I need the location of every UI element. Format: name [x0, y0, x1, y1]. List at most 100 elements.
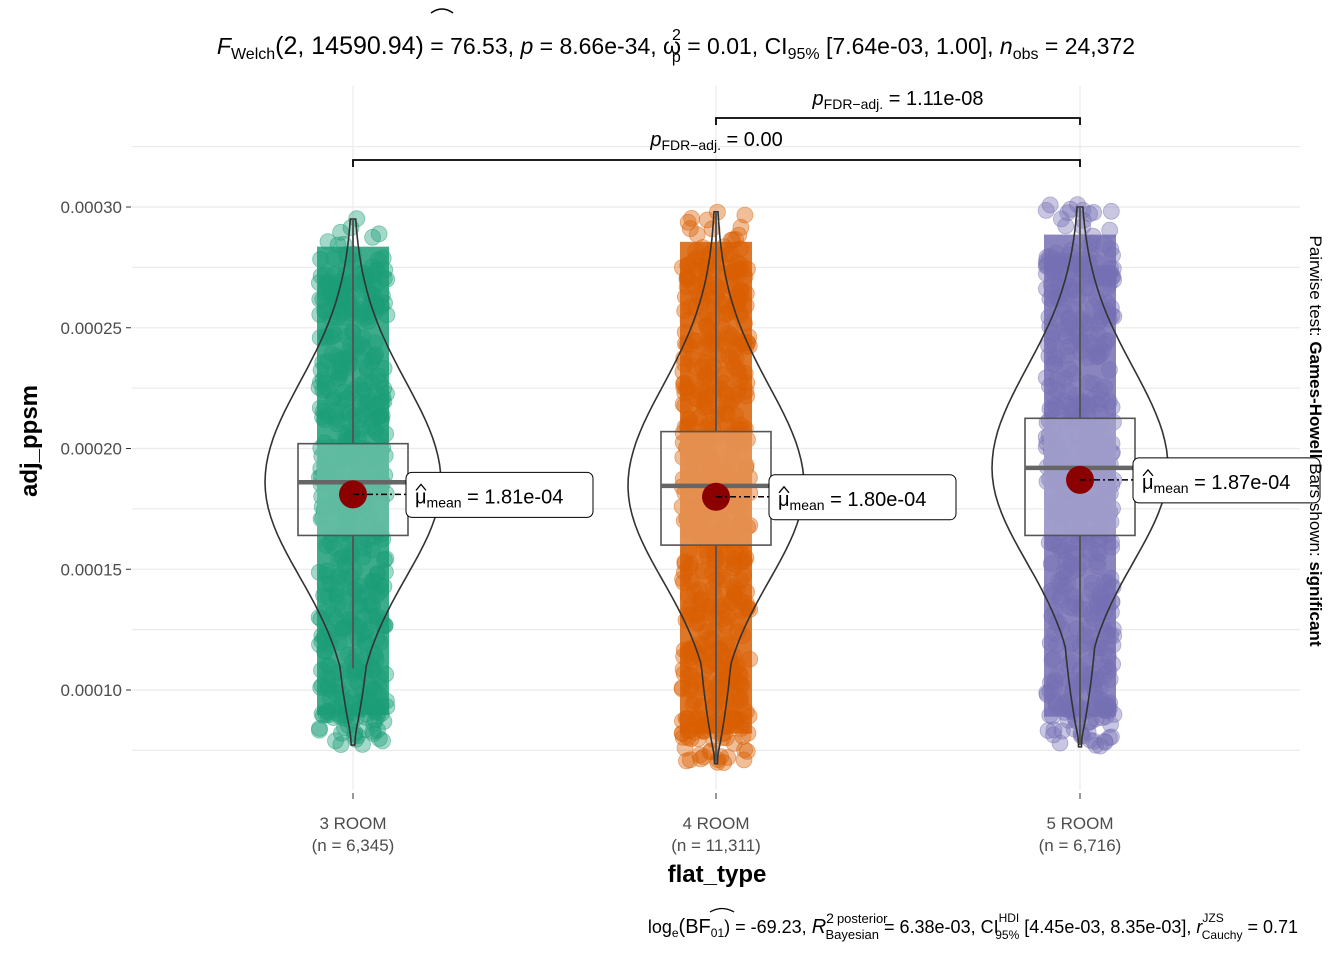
data-point — [705, 331, 723, 349]
data-point — [698, 317, 715, 335]
omega-hat — [430, 8, 454, 14]
data-point — [333, 690, 351, 708]
data-point — [706, 586, 723, 604]
data-point — [313, 705, 331, 723]
data-point — [738, 387, 755, 405]
data-point — [716, 724, 733, 742]
data-point — [361, 418, 379, 436]
mean-label-box — [405, 471, 594, 518]
data-point — [696, 369, 714, 387]
data-point — [310, 378, 328, 396]
data-point — [721, 330, 739, 347]
group-4-room: μmean = 1.80e-04 — [627, 203, 957, 771]
data-point — [311, 305, 329, 323]
data-point — [732, 335, 750, 352]
data-point — [378, 306, 396, 324]
data-point — [349, 673, 367, 691]
data-point — [367, 346, 385, 364]
data-point — [1101, 729, 1118, 747]
data-point — [348, 708, 366, 726]
data-point — [314, 408, 332, 426]
r-hat — [709, 907, 735, 913]
data-point — [733, 602, 751, 620]
pairwise-label: pFDR−adj. = 1.11e-08 — [812, 88, 984, 112]
data-point — [363, 258, 381, 276]
data-point — [1046, 671, 1064, 689]
data-point — [314, 402, 332, 420]
data-point — [1042, 555, 1060, 573]
data-point — [732, 218, 750, 236]
data-point — [1095, 701, 1113, 719]
data-point — [729, 386, 746, 404]
data-point — [726, 263, 744, 281]
data-point — [352, 335, 370, 353]
data-point — [319, 233, 337, 251]
data-point — [679, 645, 697, 663]
data-point — [688, 390, 706, 408]
data-point — [676, 555, 694, 572]
data-point — [1091, 312, 1108, 330]
data-point — [325, 249, 343, 267]
data-point — [375, 269, 393, 287]
x-tick-label: 5 ROOM — [1046, 814, 1113, 833]
data-point — [679, 587, 697, 605]
data-point — [340, 423, 358, 441]
data-point — [1101, 361, 1118, 379]
data-point — [366, 421, 384, 439]
data-point — [726, 585, 743, 603]
data-point — [1043, 651, 1061, 669]
violin-outline — [264, 218, 442, 746]
y-tick-label: 0.00015 — [61, 560, 122, 579]
data-point — [1044, 707, 1062, 725]
x-axis-label: flat_type — [668, 861, 767, 888]
data-point — [340, 353, 358, 371]
data-point — [314, 370, 332, 388]
data-point — [679, 256, 697, 274]
mean-label: μmean = 1.81e-04 — [415, 486, 563, 510]
data-point — [1048, 636, 1065, 654]
data-point — [729, 288, 746, 306]
x-tick-label: 3 ROOM — [319, 814, 386, 833]
y-tick-label: 0.00030 — [61, 198, 122, 217]
data-point — [740, 707, 758, 725]
data-point — [350, 300, 368, 318]
data-point — [1070, 270, 1087, 288]
data-point — [733, 720, 750, 737]
data-point — [710, 640, 728, 658]
data-point — [355, 382, 373, 400]
data-point — [1038, 686, 1056, 703]
data-point — [1064, 634, 1081, 651]
data-point — [311, 720, 328, 737]
data-point — [321, 575, 339, 593]
data-point — [370, 678, 388, 695]
data-point — [366, 347, 384, 365]
data-point — [731, 687, 749, 705]
data-point — [710, 280, 728, 298]
data-point — [674, 363, 692, 381]
data-point — [374, 388, 392, 406]
data-point — [1074, 394, 1091, 412]
data-point — [735, 751, 753, 769]
data-point — [332, 365, 350, 382]
data-point — [681, 678, 699, 695]
data-point — [725, 555, 743, 573]
data-point — [312, 250, 330, 268]
data-point — [701, 597, 719, 614]
data-point — [313, 661, 330, 679]
data-point — [337, 266, 355, 284]
data-point — [1069, 288, 1087, 306]
data-point — [375, 551, 393, 569]
mu-hat — [415, 483, 427, 491]
data-point — [738, 743, 756, 760]
mu-hat — [778, 485, 790, 494]
data-point — [1038, 265, 1055, 283]
data-point — [676, 739, 694, 757]
data-point — [355, 608, 373, 625]
data-point — [327, 408, 345, 425]
data-point — [353, 625, 371, 643]
data-point — [677, 335, 694, 353]
data-point — [1048, 349, 1066, 367]
data-point — [312, 267, 330, 285]
y-tick-label: 0.00025 — [61, 319, 122, 338]
